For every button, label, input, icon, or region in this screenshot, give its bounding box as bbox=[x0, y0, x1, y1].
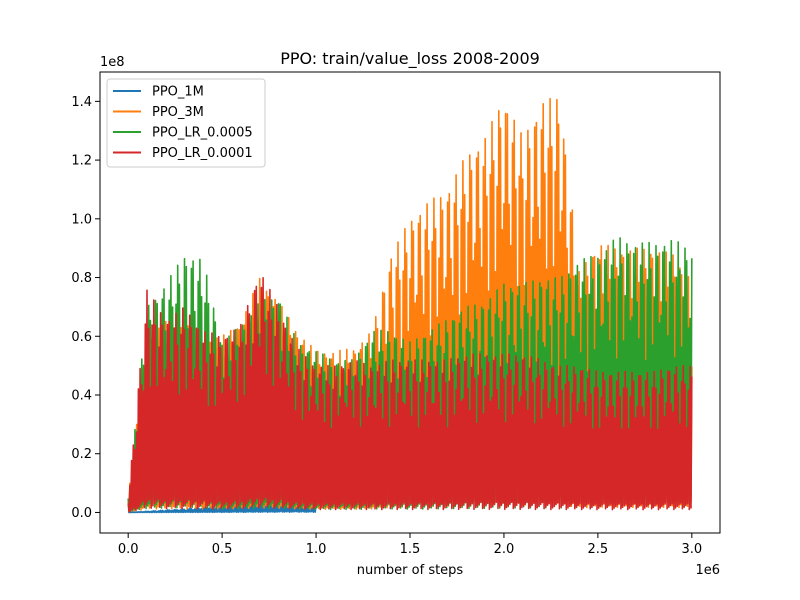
y-tick-label: 0.6 bbox=[71, 330, 92, 345]
x-axis: 0.0 0.5 1.0 1.5 2.0 2.5 3.0 bbox=[118, 533, 702, 557]
y-tick-label: 0.4 bbox=[71, 388, 92, 403]
x-axis-label: number of steps bbox=[357, 563, 464, 578]
x-tick-label: 2.0 bbox=[494, 542, 515, 557]
series-line-2 bbox=[127, 237, 693, 513]
x-tick-label: 2.5 bbox=[588, 542, 609, 557]
x-tick-label: 0.0 bbox=[118, 542, 139, 557]
y-axis: 0.0 0.2 0.4 0.6 0.8 1.0 1.2 1.4 bbox=[71, 95, 100, 521]
legend-box bbox=[106, 78, 266, 168]
chart-title: PPO: train/value_loss 2008-2009 bbox=[280, 49, 540, 69]
series-layer bbox=[127, 97, 693, 514]
series-line-3 bbox=[127, 276, 693, 513]
y-tick-label: 1.0 bbox=[71, 212, 92, 227]
legend-label: PPO_1M bbox=[152, 85, 204, 100]
legend: PPO_1M PPO_3M PPO_LR_0.0005 PPO_LR_0.0001 bbox=[106, 78, 266, 168]
legend-label: PPO_3M bbox=[152, 105, 204, 120]
x-tick-label: 1.0 bbox=[306, 542, 327, 557]
legend-label: PPO_LR_0.0005 bbox=[152, 126, 253, 141]
y-tick-label: 1.2 bbox=[71, 154, 92, 169]
x-tick-label: 1.5 bbox=[400, 542, 421, 557]
legend-label: PPO_LR_0.0001 bbox=[152, 146, 253, 161]
y-tick-label: 0.0 bbox=[71, 506, 92, 521]
x-tick-label: 3.0 bbox=[681, 542, 702, 557]
y-tick-label: 0.2 bbox=[71, 447, 92, 462]
y-tick-label: 0.8 bbox=[71, 271, 92, 286]
x-offset-label: 1e6 bbox=[695, 563, 720, 578]
y-offset-label: 1e8 bbox=[100, 55, 125, 70]
y-tick-label: 1.4 bbox=[71, 95, 92, 110]
x-tick-label: 0.5 bbox=[212, 542, 233, 557]
